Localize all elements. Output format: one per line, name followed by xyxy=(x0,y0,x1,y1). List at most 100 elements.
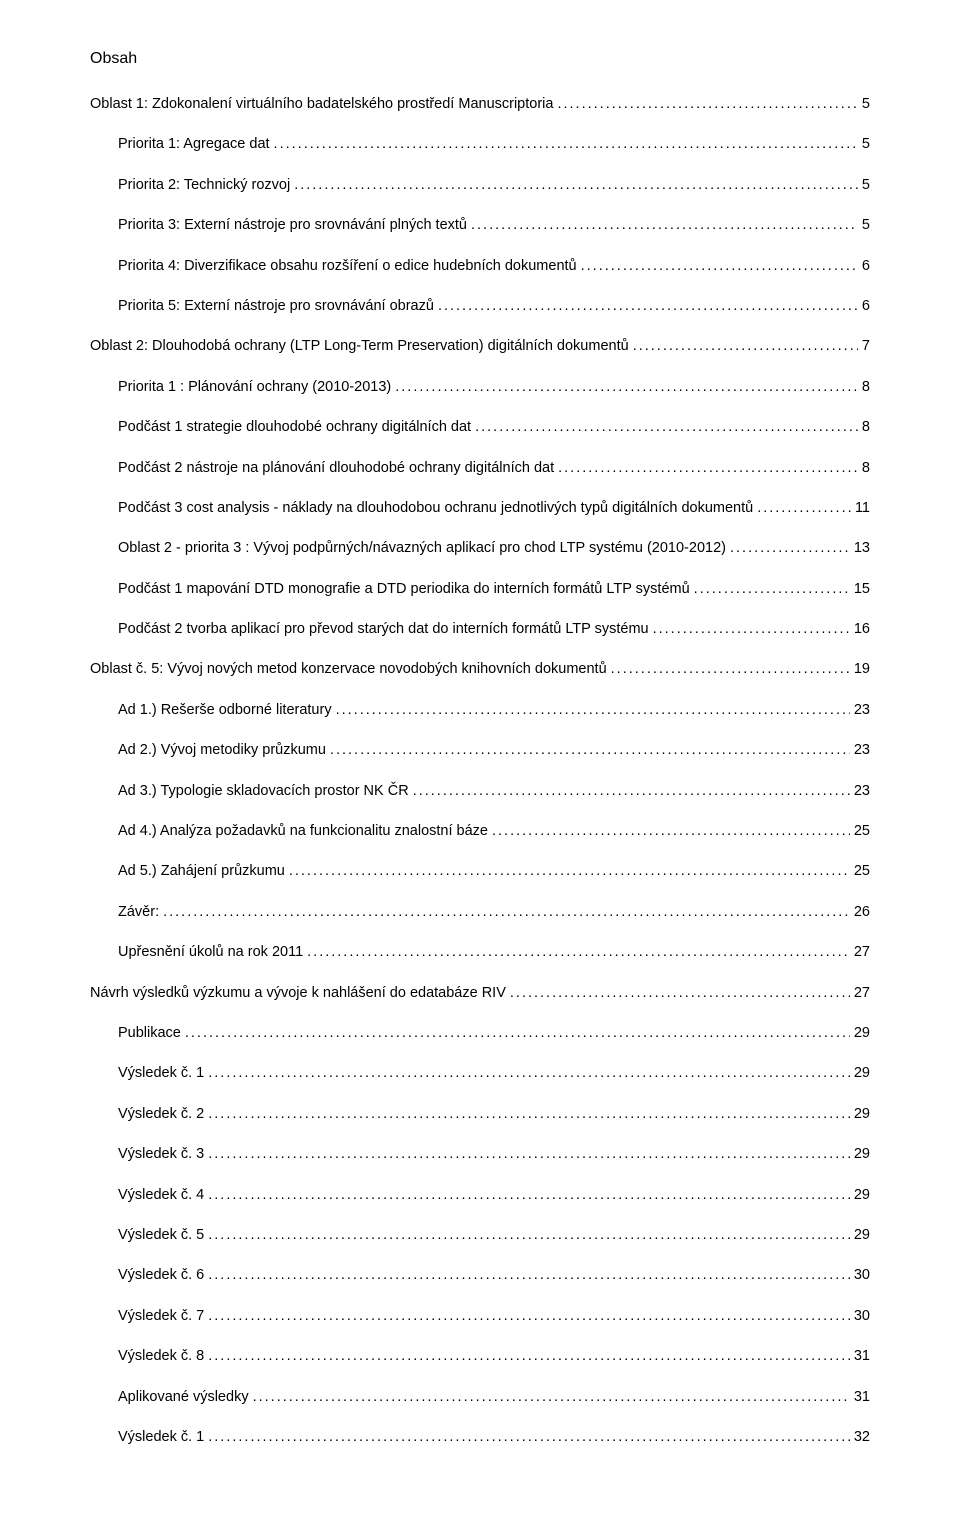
toc-entry[interactable]: Výsledek č. 429 xyxy=(90,1187,870,1204)
toc-entry[interactable]: Upřesnění úkolů na rok 201127 xyxy=(90,944,870,961)
toc-entry-label: Ad 1.) Rešerše odborné literatury xyxy=(118,702,332,719)
toc-entry-label: Podčást 3 cost analysis - náklady na dlo… xyxy=(118,500,753,517)
toc-entry[interactable]: Podčást 3 cost analysis - náklady na dlo… xyxy=(90,500,870,517)
toc-entry[interactable]: Ad 3.) Typologie skladovacích prostor NK… xyxy=(90,783,870,800)
toc-entry-label: Oblast 2 - priorita 3 : Vývoj podpůrných… xyxy=(118,540,726,557)
toc-entry-label: Ad 5.) Zahájení průzkumu xyxy=(118,863,285,880)
toc-entry[interactable]: Podčást 2 tvorba aplikací pro převod sta… xyxy=(90,621,870,638)
toc-entry[interactable]: Oblast 1: Zdokonalení virtuálního badate… xyxy=(90,96,870,113)
toc-entry-label: Priorita 4: Diverzifikace obsahu rozšíře… xyxy=(118,258,577,275)
toc-entry-page: 15 xyxy=(854,581,870,598)
toc-leader-dots xyxy=(653,621,850,638)
toc-leader-dots xyxy=(289,863,850,880)
toc-entry[interactable]: Závěr:26 xyxy=(90,904,870,921)
toc-entry[interactable]: Ad 2.) Vývoj metodiky průzkumu23 xyxy=(90,742,870,759)
toc-entry[interactable]: Výsledek č. 132 xyxy=(90,1429,870,1446)
toc-entry-page: 31 xyxy=(854,1348,870,1365)
toc-leader-dots xyxy=(757,500,851,517)
toc-entry-page: 27 xyxy=(854,985,870,1002)
toc-leader-dots xyxy=(558,460,858,477)
toc-entry[interactable]: Oblast č. 5: Vývoj nových metod konzerva… xyxy=(90,661,870,678)
toc-entry[interactable]: Priorita 1 : Plánování ochrany (2010-201… xyxy=(90,379,870,396)
toc-entry[interactable]: Výsledek č. 7 30 xyxy=(90,1308,870,1325)
toc-entry[interactable]: Priorita 3: Externí nástroje pro srovnáv… xyxy=(90,217,870,234)
toc-entry[interactable]: Výsledek č. 8 31 xyxy=(90,1348,870,1365)
toc-entry[interactable]: Oblast 2 - priorita 3 : Vývoj podpůrných… xyxy=(90,540,870,557)
toc-entry-page: 30 xyxy=(854,1308,870,1325)
toc-entry-label: Výsledek č. 1 xyxy=(118,1065,204,1082)
toc-entry-label: Aplikované výsledky xyxy=(118,1389,249,1406)
toc-leader-dots xyxy=(581,258,858,275)
toc-entry-label: Oblast 1: Zdokonalení virtuálního badate… xyxy=(90,96,553,113)
toc-entry-page: 23 xyxy=(854,742,870,759)
toc-entry-label: Priorita 2: Technický rozvoj xyxy=(118,177,290,194)
toc-entry-label: Priorita 5: Externí nástroje pro srovnáv… xyxy=(118,298,434,315)
toc-entry[interactable]: Výsledek č. 229 xyxy=(90,1106,870,1123)
toc-leader-dots xyxy=(633,338,858,355)
toc-entry[interactable]: Publikace29 xyxy=(90,1025,870,1042)
toc-leader-dots xyxy=(413,783,850,800)
toc-leader-dots xyxy=(557,96,857,113)
toc-entry[interactable]: Priorita 2: Technický rozvoj5 xyxy=(90,177,870,194)
toc-leader-dots xyxy=(185,1025,850,1042)
toc-entry-label: Výsledek č. 8 xyxy=(118,1348,204,1365)
toc-leader-dots xyxy=(208,1348,850,1365)
toc-entry-page: 8 xyxy=(862,379,870,396)
toc-entry-page: 29 xyxy=(854,1025,870,1042)
toc-entry[interactable]: Podčást 1 mapování DTD monografie a DTD … xyxy=(90,581,870,598)
toc-entry-page: 6 xyxy=(862,298,870,315)
toc-leader-dots xyxy=(307,944,850,961)
toc-entry-page: 26 xyxy=(854,904,870,921)
toc-leader-dots xyxy=(208,1267,850,1284)
toc-leader-dots xyxy=(208,1308,850,1325)
toc-entry-page: 11 xyxy=(855,500,870,517)
toc-entry[interactable]: Priorita 5: Externí nástroje pro srovnáv… xyxy=(90,298,870,315)
toc-entry[interactable]: Výsledek č. 529 xyxy=(90,1227,870,1244)
toc-entry-label: Oblast 2: Dlouhodobá ochrany (LTP Long-T… xyxy=(90,338,629,355)
toc-entry-label: Výsledek č. 6 xyxy=(118,1267,204,1284)
toc-entry[interactable]: Návrh výsledků výzkumu a vývoje k nahláš… xyxy=(90,985,870,1002)
toc-entry[interactable]: Priorita 1: Agregace dat 5 xyxy=(90,136,870,153)
toc-entry-page: 16 xyxy=(854,621,870,638)
toc-entry-page: 6 xyxy=(862,258,870,275)
toc-entry[interactable]: Podčást 1 strategie dlouhodobé ochrany d… xyxy=(90,419,870,436)
toc-leader-dots xyxy=(294,177,858,194)
toc-entry-label: Priorita 1: Agregace dat xyxy=(118,136,270,153)
toc-entry[interactable]: Výsledek č. 1 29 xyxy=(90,1065,870,1082)
toc-entry-page: 27 xyxy=(854,944,870,961)
toc-entry-page: 5 xyxy=(862,217,870,234)
toc-leader-dots xyxy=(438,298,858,315)
toc-entry-label: Priorita 1 : Plánování ochrany (2010-201… xyxy=(118,379,391,396)
toc-leader-dots xyxy=(471,217,858,234)
toc-entry[interactable]: Oblast 2: Dlouhodobá ochrany (LTP Long-T… xyxy=(90,338,870,355)
toc-entry-label: Ad 4.) Analýza požadavků na funkcionalit… xyxy=(118,823,488,840)
toc-entry-page: 5 xyxy=(862,96,870,113)
toc-leader-dots xyxy=(492,823,850,840)
toc-entry-label: Návrh výsledků výzkumu a vývoje k nahláš… xyxy=(90,985,506,1002)
toc-entry-page: 29 xyxy=(854,1065,870,1082)
toc-entry[interactable]: Výsledek č. 630 xyxy=(90,1267,870,1284)
toc-leader-dots xyxy=(730,540,850,557)
toc-entry-label: Výsledek č. 7 xyxy=(118,1308,204,1325)
toc-entry-page: 25 xyxy=(854,863,870,880)
toc-entry[interactable]: Ad 4.) Analýza požadavků na funkcionalit… xyxy=(90,823,870,840)
toc-entry-page: 29 xyxy=(854,1227,870,1244)
toc-entry[interactable]: Ad 5.) Zahájení průzkumu 25 xyxy=(90,863,870,880)
toc-entry[interactable]: Výsledek č. 329 xyxy=(90,1146,870,1163)
toc-leader-dots xyxy=(208,1065,850,1082)
toc-leader-dots xyxy=(510,985,850,1002)
toc-leader-dots xyxy=(208,1429,850,1446)
toc-entry[interactable]: Priorita 4: Diverzifikace obsahu rozšíře… xyxy=(90,258,870,275)
toc-leader-dots xyxy=(163,904,850,921)
toc-entry[interactable]: Aplikované výsledky31 xyxy=(90,1389,870,1406)
toc-entry-page: 25 xyxy=(854,823,870,840)
toc-entry-page: 29 xyxy=(854,1146,870,1163)
toc-entry-page: 8 xyxy=(862,419,870,436)
toc-entry-page: 7 xyxy=(862,338,870,355)
toc-leader-dots xyxy=(330,742,850,759)
toc-entry[interactable]: Podčást 2 nástroje na plánování dlouhodo… xyxy=(90,460,870,477)
toc-leader-dots xyxy=(208,1106,850,1123)
toc-entry-page: 5 xyxy=(862,136,870,153)
toc-entry[interactable]: Ad 1.) Rešerše odborné literatury23 xyxy=(90,702,870,719)
toc-entry-page: 19 xyxy=(854,661,870,678)
